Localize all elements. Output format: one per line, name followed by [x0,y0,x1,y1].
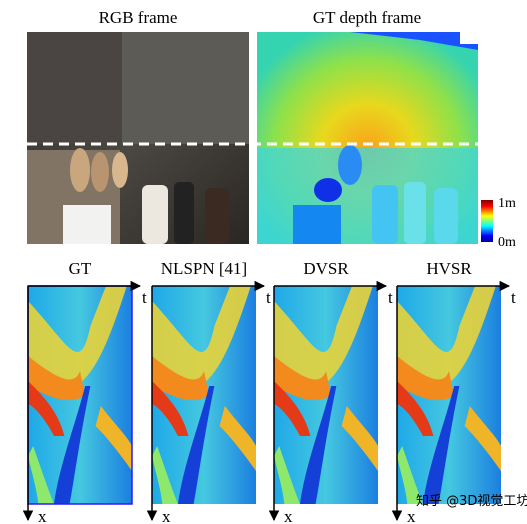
axis-label-t: t [266,288,271,307]
band-red [397,381,434,436]
band-yellow2 [341,406,378,471]
slice-image [152,286,256,504]
axis-label-x: x [38,507,47,524]
band-blue [178,386,215,504]
band-cyan [152,446,178,504]
depth-image [257,32,478,244]
watermark: 知乎 @3D视觉工坊 [416,493,527,509]
slice-image [274,286,378,504]
band-orange [274,356,332,401]
panel-title: NLSPN [41] [161,259,247,278]
axis-label-x: x [162,507,171,524]
colorbar-min: 0m [498,235,516,250]
band-blue [54,386,91,504]
panel-title: GT [69,259,92,278]
rgb-image [27,32,249,244]
band-yellow [152,286,251,391]
slice-image [27,285,133,505]
band-cyan [28,446,54,504]
band-orange [397,356,455,401]
band-red [152,381,189,436]
band-yellow2 [219,406,256,471]
band-yellow2 [464,406,501,471]
axis-label-t: t [388,288,393,307]
slice-image [397,286,501,504]
panel-title: RGB frame [99,8,178,27]
axis-label-t: t [142,288,147,307]
axis-label-x: x [407,507,416,524]
band-orange [152,356,210,401]
band-yellow [28,286,127,391]
colorbar [481,200,493,242]
band-orange [28,356,86,401]
band-blue [300,386,337,504]
band-red [28,381,65,436]
colorbar-max: 1m [498,196,516,211]
panel-title: HVSR [426,259,472,278]
band-yellow [274,286,373,391]
panel-title: DVSR [303,259,349,278]
axis-label-t: t [511,288,516,307]
axis-label-x: x [284,507,293,524]
band-yellow2 [95,406,132,471]
band-cyan [397,446,423,504]
band-red [274,381,311,436]
panel-title: GT depth frame [313,8,421,27]
band-yellow [397,286,496,391]
band-blue [423,386,460,504]
band-cyan [274,446,300,504]
